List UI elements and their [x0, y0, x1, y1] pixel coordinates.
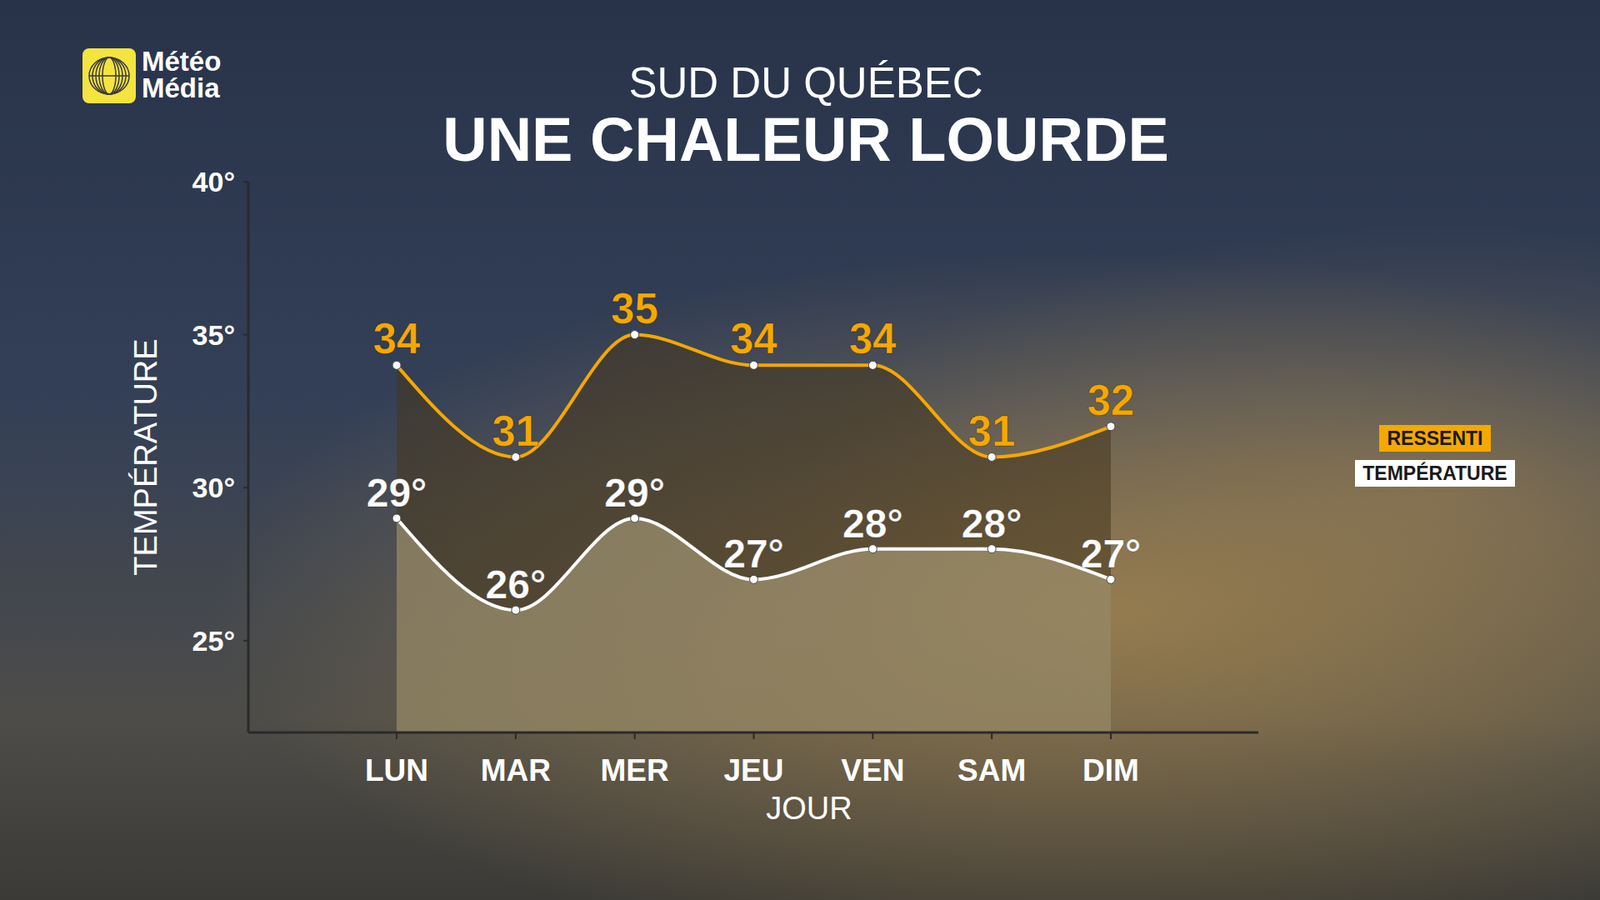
svg-text:27°: 27°: [723, 531, 785, 576]
svg-text:MER: MER: [600, 753, 670, 788]
svg-text:25°: 25°: [192, 625, 235, 657]
svg-text:34: 34: [730, 315, 778, 363]
svg-text:TEMPÉRATURE: TEMPÉRATURE: [128, 338, 164, 575]
html-text:RESSENTI: RESSENTI: [1387, 427, 1483, 450]
html-text:TEMPÉRATURE: TEMPÉRATURE: [1362, 462, 1508, 485]
html-text:Média: Média: [141, 72, 220, 104]
html-text:SUD DU QUÉBEC: SUD DU QUÉBEC: [628, 59, 983, 107]
svg-text:40°: 40°: [192, 165, 235, 198]
svg-text:DIM: DIM: [1082, 753, 1140, 788]
svg-text:28°: 28°: [961, 501, 1023, 546]
svg-text:26°: 26°: [485, 562, 547, 607]
svg-text:VEN: VEN: [840, 753, 905, 788]
svg-text:30°: 30°: [192, 471, 235, 504]
svg-text:SAM: SAM: [957, 753, 1026, 788]
svg-text:31: 31: [491, 407, 540, 455]
svg-text:32: 32: [1087, 376, 1135, 425]
svg-text:31: 31: [968, 407, 1016, 455]
svg-text:29°: 29°: [366, 470, 428, 515]
svg-text:35: 35: [610, 285, 659, 333]
svg-text:29°: 29°: [604, 470, 665, 515]
svg-text:28°: 28°: [842, 501, 904, 546]
svg-text:JOUR: JOUR: [765, 790, 852, 826]
svg-text:34: 34: [373, 315, 421, 363]
html-text:UNE CHALEUR LOURDE: UNE CHALEUR LOURDE: [442, 105, 1169, 175]
html-text:Météo: Météo: [141, 45, 222, 77]
svg-text:27°: 27°: [1080, 531, 1142, 576]
svg-text:MAR: MAR: [480, 753, 551, 788]
svg-text:JEU: JEU: [724, 753, 785, 788]
svg-text:LUN: LUN: [365, 753, 429, 788]
svg-text:34: 34: [849, 315, 897, 363]
svg-text:35°: 35°: [192, 319, 235, 351]
